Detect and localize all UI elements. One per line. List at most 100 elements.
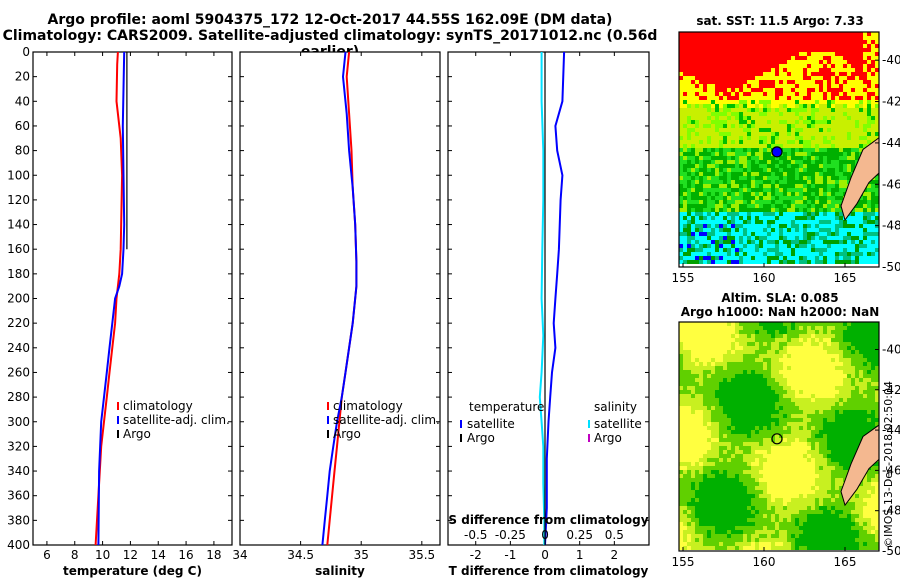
map-cell xyxy=(763,124,767,128)
map-cell xyxy=(735,148,739,152)
map-cell xyxy=(679,128,683,132)
map-cell xyxy=(803,244,807,248)
map-cell xyxy=(711,330,715,334)
map-cell xyxy=(743,168,747,172)
map-cell xyxy=(859,64,863,68)
map-cell xyxy=(791,354,795,358)
map-cell xyxy=(867,140,871,144)
map-cell xyxy=(747,156,751,160)
map-cell xyxy=(771,346,775,350)
map-cell xyxy=(735,454,739,458)
map-cell xyxy=(699,406,703,410)
map-cell xyxy=(771,240,775,244)
map-cell xyxy=(839,144,843,148)
map-cell xyxy=(719,382,723,386)
map-cell xyxy=(819,422,823,426)
map-cell xyxy=(767,60,771,64)
map-cell xyxy=(823,236,827,240)
map-cell xyxy=(839,366,843,370)
map-cell xyxy=(863,248,867,252)
map-cell xyxy=(819,184,823,188)
map-cell xyxy=(743,172,747,176)
map-cell xyxy=(739,382,743,386)
map-cell xyxy=(835,36,839,40)
map-cell xyxy=(775,144,779,148)
map-cell xyxy=(779,438,783,442)
map-cell xyxy=(783,148,787,152)
map-cell xyxy=(691,64,695,68)
map-cell xyxy=(703,148,707,152)
map-cell xyxy=(763,450,767,454)
map-cell xyxy=(799,44,803,48)
map-cell xyxy=(843,96,847,100)
map-cell xyxy=(831,180,835,184)
map-cell xyxy=(703,438,707,442)
map-cell xyxy=(815,434,819,438)
map-cell xyxy=(859,326,863,330)
map-cell xyxy=(799,434,803,438)
map-cell xyxy=(719,120,723,124)
map-cell xyxy=(871,354,875,358)
map-cell xyxy=(695,56,699,60)
map-cell xyxy=(739,72,743,76)
map-cell xyxy=(739,100,743,104)
map-cell xyxy=(811,92,815,96)
map-cell xyxy=(831,116,835,120)
map-cell xyxy=(739,44,743,48)
map-cell xyxy=(707,390,711,394)
map-cell xyxy=(847,144,851,148)
map-cell xyxy=(827,244,831,248)
map-cell xyxy=(727,438,731,442)
map-cell xyxy=(683,334,687,338)
map-cell xyxy=(691,104,695,108)
map-cell xyxy=(763,410,767,414)
map-cell xyxy=(807,398,811,402)
map-cell xyxy=(679,430,683,434)
map-cell xyxy=(707,64,711,68)
map-cell xyxy=(699,180,703,184)
map-cell xyxy=(767,326,771,330)
map-cell xyxy=(831,108,835,112)
map-cell xyxy=(819,410,823,414)
map-cell xyxy=(715,220,719,224)
map-cell xyxy=(831,390,835,394)
map-cell xyxy=(739,88,743,92)
map-cell xyxy=(831,208,835,212)
map-cell xyxy=(759,326,763,330)
map-cell xyxy=(843,156,847,160)
map-cell xyxy=(723,172,727,176)
map-cell xyxy=(851,120,855,124)
map-cell xyxy=(727,40,731,44)
map-cell xyxy=(855,370,859,374)
map-cell xyxy=(775,40,779,44)
map-cell xyxy=(811,68,815,72)
map-cell xyxy=(811,32,815,36)
map-cell xyxy=(847,434,851,438)
map-cell xyxy=(695,216,699,220)
map-cell xyxy=(707,76,711,80)
map-cell xyxy=(775,248,779,252)
map-cell xyxy=(739,256,743,260)
map-cell xyxy=(775,192,779,196)
map-cell xyxy=(799,208,803,212)
map-cell xyxy=(691,346,695,350)
y-tick-label: 360 xyxy=(7,489,30,503)
map-cell xyxy=(775,48,779,52)
map-cell xyxy=(767,346,771,350)
map-cell xyxy=(847,88,851,92)
map-cell xyxy=(751,406,755,410)
map-cell xyxy=(819,200,823,204)
map-cell xyxy=(731,370,735,374)
map-cell xyxy=(755,140,759,144)
map-cell xyxy=(759,136,763,140)
map-cell xyxy=(739,116,743,120)
map-cell xyxy=(807,120,811,124)
map-cell xyxy=(863,236,867,240)
map-cell xyxy=(707,100,711,104)
map-cell xyxy=(875,366,879,370)
map-cell xyxy=(779,80,783,84)
map-cell xyxy=(791,160,795,164)
map-cell xyxy=(871,398,875,402)
map-cell xyxy=(759,176,763,180)
map-cell xyxy=(835,60,839,64)
